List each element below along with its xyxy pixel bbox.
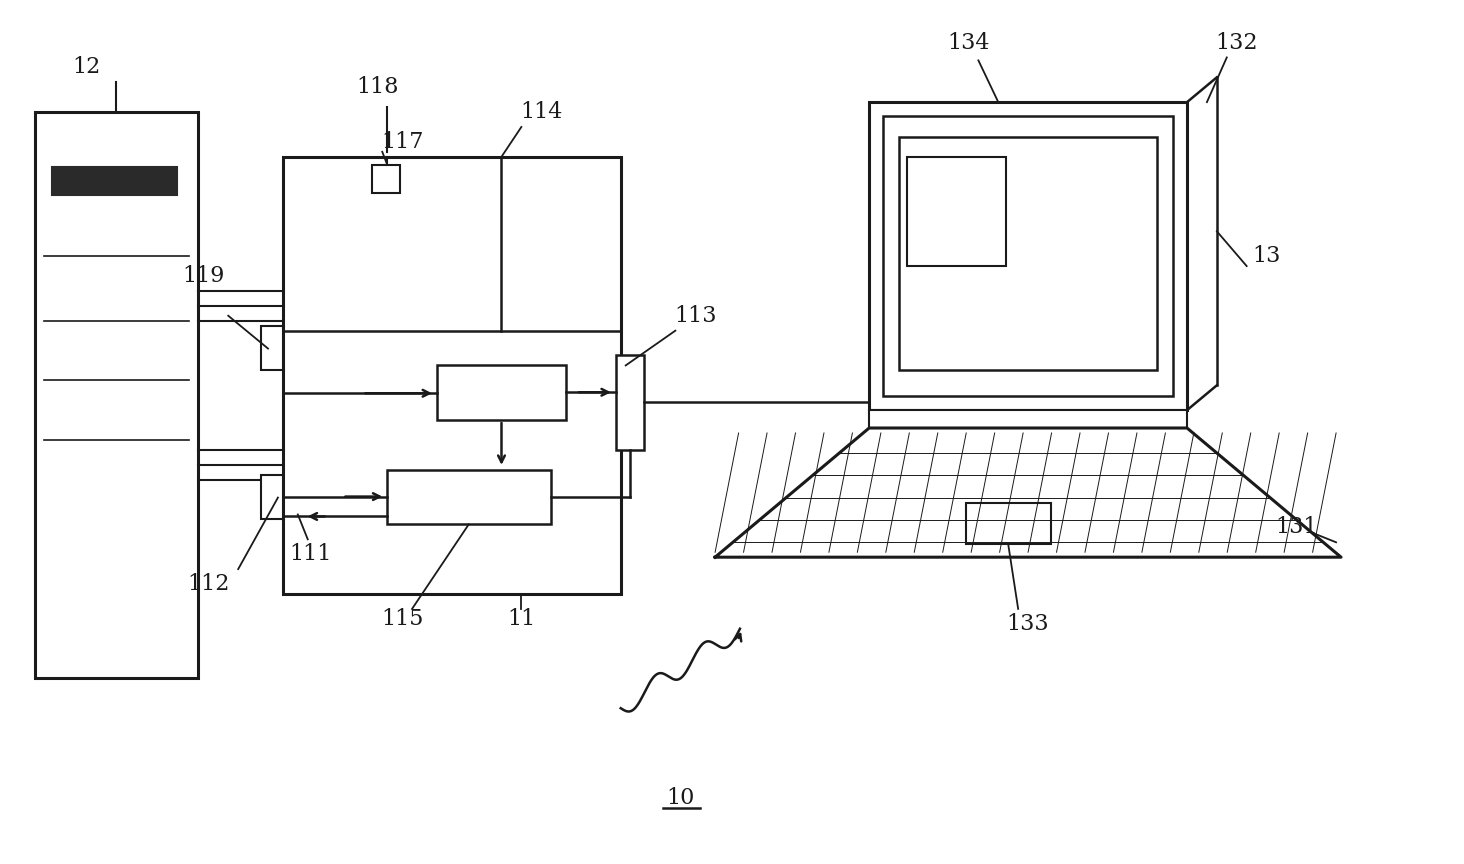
Bar — [261, 474, 283, 519]
Bar — [53, 167, 177, 194]
Text: 134: 134 — [947, 31, 990, 54]
Text: 132: 132 — [1215, 31, 1258, 54]
Text: 10: 10 — [666, 786, 694, 809]
Bar — [616, 355, 644, 450]
Text: 119: 119 — [182, 265, 224, 287]
Bar — [372, 165, 400, 193]
Bar — [883, 116, 1173, 397]
Text: 113: 113 — [673, 305, 716, 327]
Text: 112: 112 — [187, 573, 230, 595]
Bar — [388, 470, 550, 524]
Text: 111: 111 — [290, 543, 332, 565]
Bar — [283, 156, 621, 594]
Bar — [899, 137, 1157, 371]
Bar — [966, 503, 1051, 544]
Text: 13: 13 — [1252, 245, 1281, 267]
Text: 117: 117 — [381, 130, 423, 153]
Polygon shape — [714, 428, 1341, 557]
Bar — [436, 365, 567, 420]
Text: 11: 11 — [507, 607, 536, 630]
Bar — [35, 112, 199, 678]
Text: 131: 131 — [1275, 517, 1318, 538]
Text: 118: 118 — [356, 76, 398, 98]
Text: 115: 115 — [381, 607, 423, 630]
Text: 133: 133 — [1007, 613, 1050, 635]
Bar — [261, 326, 283, 371]
Bar — [870, 102, 1187, 410]
Text: 114: 114 — [520, 101, 562, 123]
Bar — [906, 156, 1006, 266]
Bar — [870, 410, 1187, 428]
Text: 12: 12 — [72, 56, 101, 79]
